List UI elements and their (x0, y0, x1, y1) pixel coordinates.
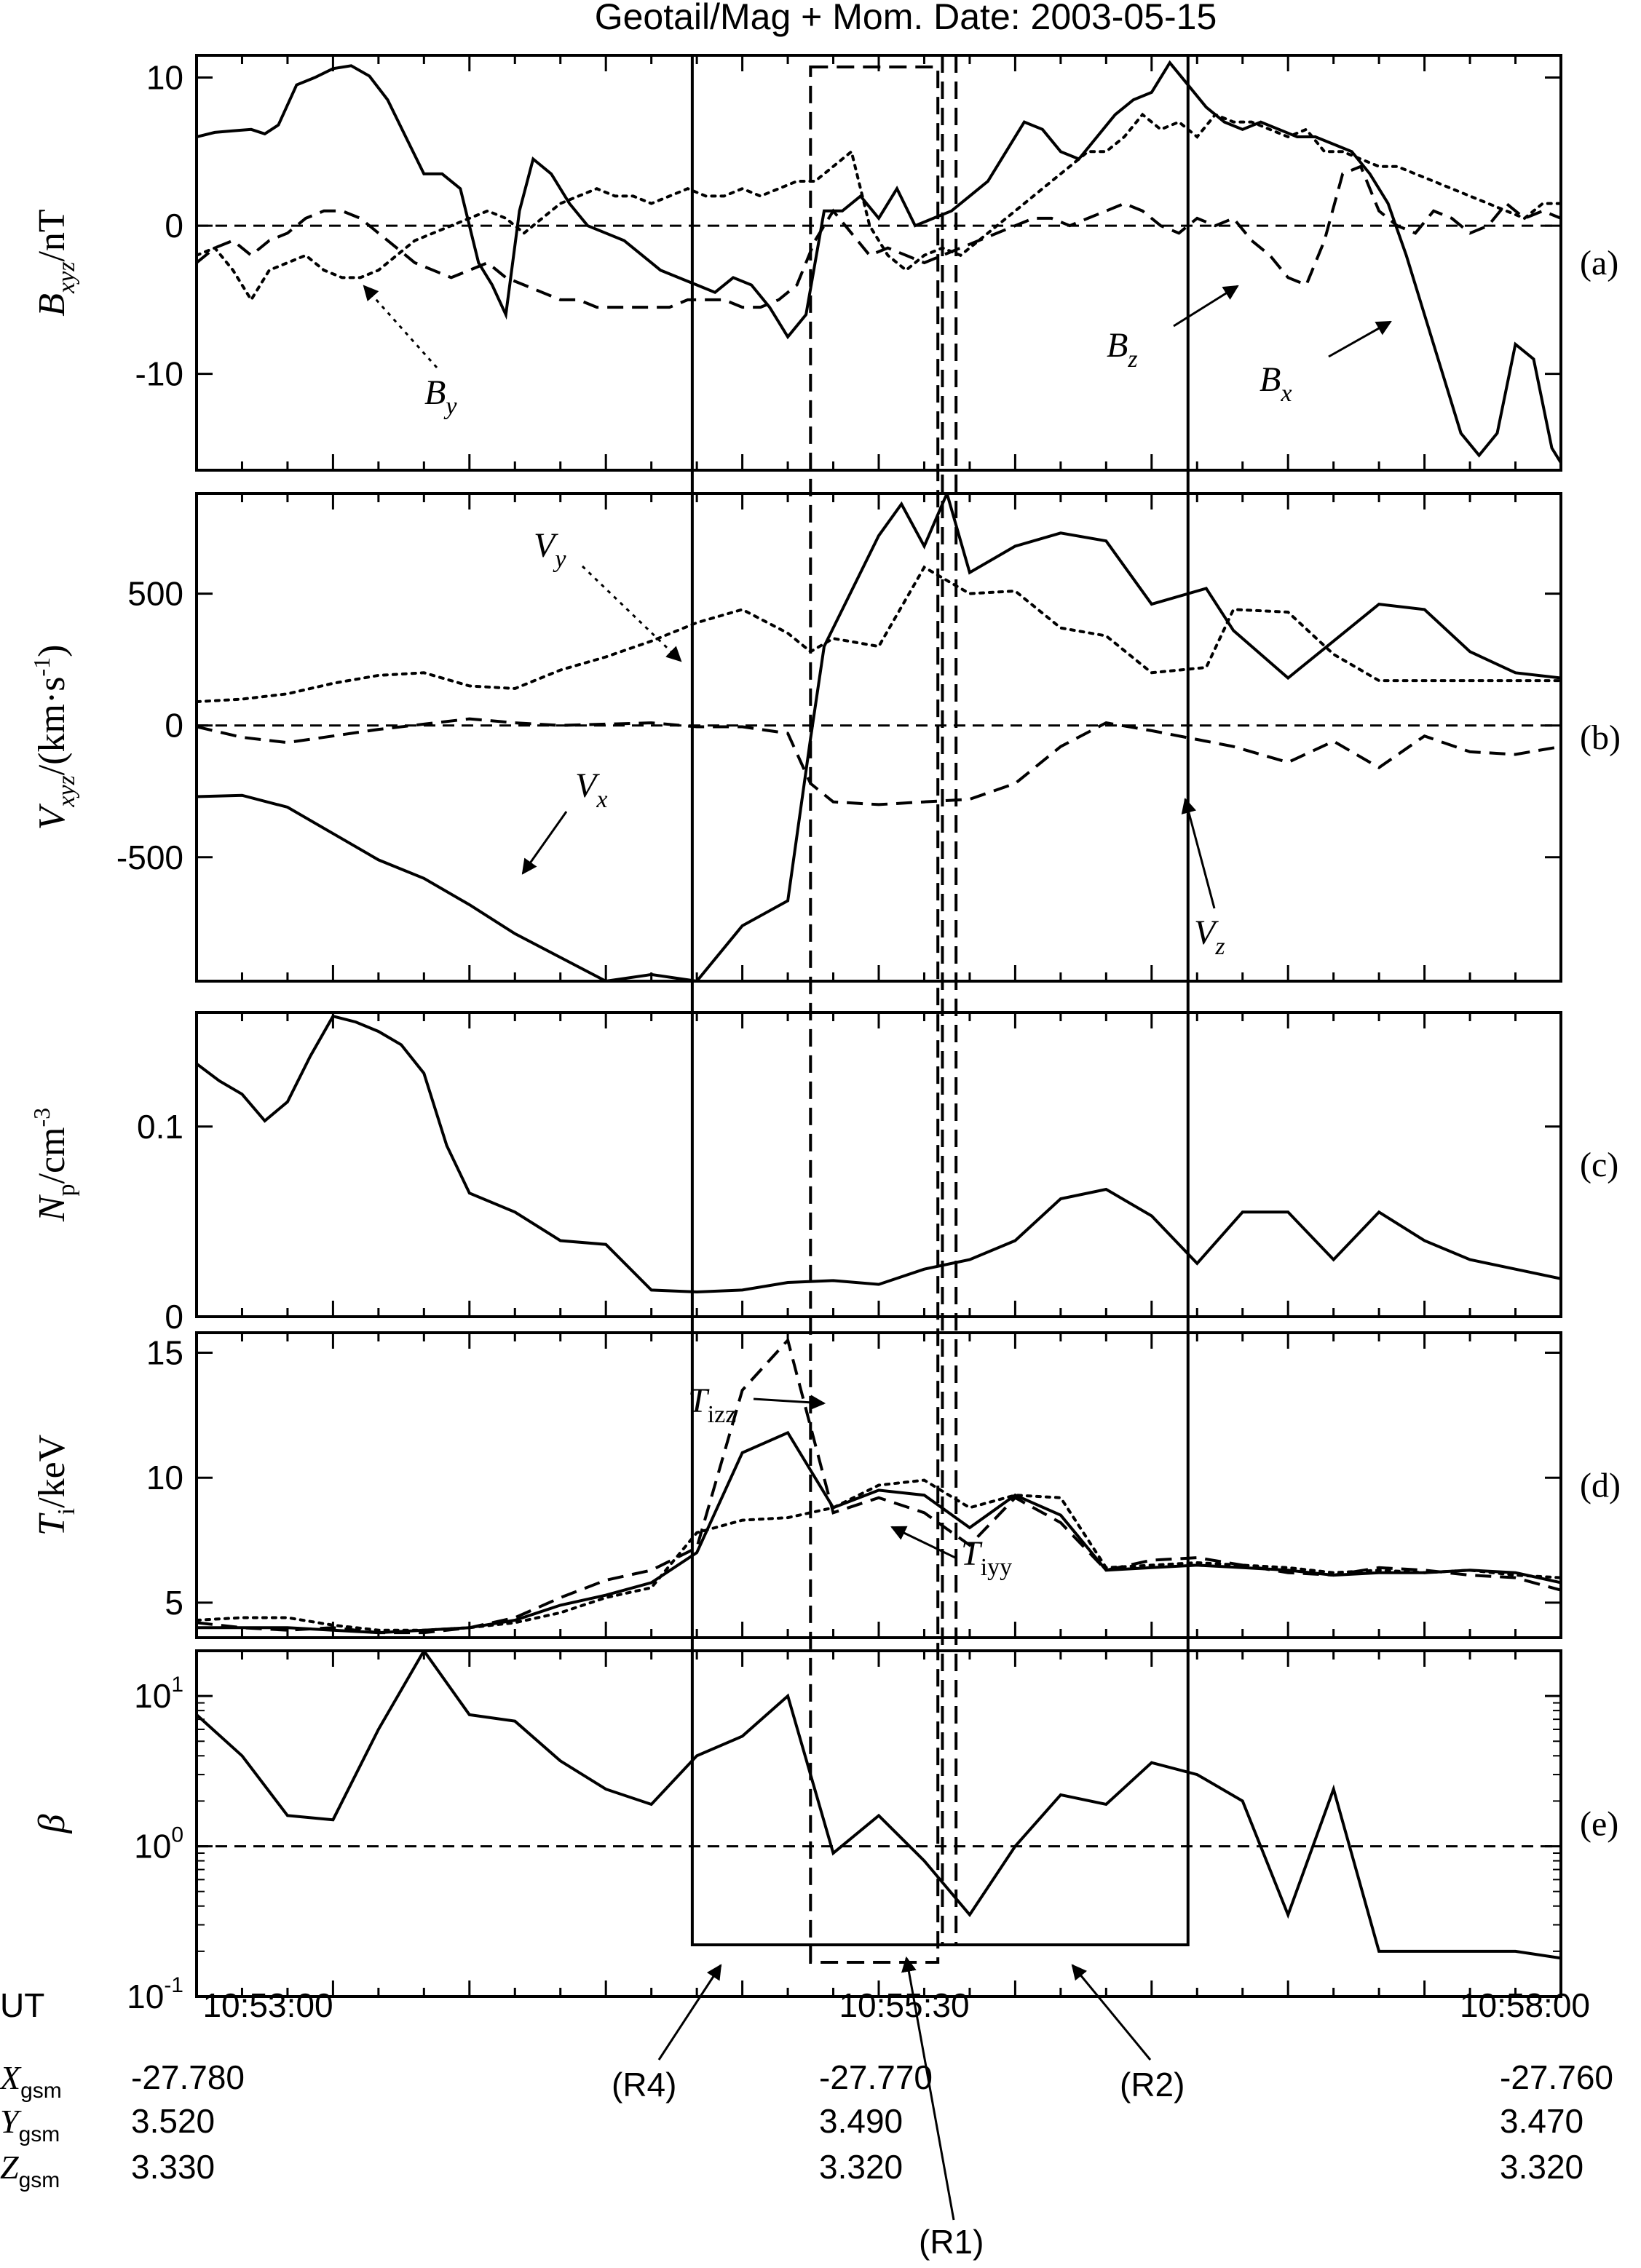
y-axis-label: Bxyz/nT (31, 209, 80, 316)
panel-label: (b) (1580, 718, 1621, 757)
annotation-label-vz: Vz (1194, 913, 1225, 960)
coord-value: -27.760 (1500, 2058, 1613, 2096)
ut-tick-label: 10:58:00 (1460, 1986, 1590, 2024)
y-axis-label: Np/cm-3 (28, 1108, 80, 1222)
y-tick-label: -10 (135, 355, 183, 393)
y-tick-label: 10-1 (127, 1973, 183, 2015)
annotation-label-tiyy: Tiyy (961, 1534, 1012, 1581)
region-label: (R1) (919, 2223, 984, 2261)
coord-value: 3.490 (819, 2102, 903, 2140)
series-tizz (197, 1337, 1561, 1635)
annotation-label-bx: Bx (1260, 360, 1292, 407)
coord-value: -27.770 (819, 2058, 933, 2096)
annotation-arrow (1181, 797, 1216, 909)
y-tick-label: 10 (146, 59, 183, 97)
panel-label: (d) (1580, 1467, 1621, 1505)
panels: 100-10(a)Bxyz/nT5000-500(b)Vxyz/(km·s-1)… (28, 54, 1621, 2015)
panel-frame (195, 54, 1562, 472)
region-arrow (1071, 1964, 1152, 2061)
annotation-arrow (363, 285, 438, 368)
series-by (197, 112, 1561, 303)
y-axis-label: Vxyz/(km·s-1) (28, 645, 80, 830)
series-vx (197, 493, 1561, 981)
coord-value: 3.470 (1500, 2102, 1583, 2140)
annotation-label-bz: Bz (1107, 326, 1138, 373)
panel-d: 15 10 5 (d) Ti/keV (31, 1331, 1621, 1639)
y-tick-label: 101 (134, 1673, 183, 1715)
panel-e: 101 100 10-1 (e) β (31, 1649, 1618, 2015)
panel-frame (195, 1331, 1562, 1639)
y-tick-label: 5 (165, 1584, 183, 1622)
annotation-label-by: By (424, 373, 457, 420)
figure-title: Geotail/Mag + Mom. Date: 2003-05-15 (595, 0, 1217, 37)
annotations: By Bz Bx Vy Vx Vz Tizz Tiyy (363, 285, 1392, 1581)
panel-a: 10 0 -10 (a) Bxyz/nT (31, 54, 1618, 472)
annotation-label-vy: Vy (534, 526, 566, 573)
series-np (197, 1014, 1561, 1294)
y-tick-label: 0 (165, 707, 183, 745)
panel-label: (a) (1580, 244, 1618, 282)
panel-label: (e) (1580, 1805, 1618, 1844)
y-axis-label: β (31, 1814, 73, 1833)
region-arrow (657, 1964, 722, 2061)
coord-label-z: Zgsm (0, 2149, 60, 2192)
ut-tick-label: 10:55:30 (839, 1986, 969, 2024)
y-tick-label: 15 (146, 1333, 183, 1371)
series-bx (197, 60, 1561, 464)
coord-label-y: Ygsm (0, 2103, 60, 2146)
annotation-arrow (890, 1526, 956, 1559)
ut-tick-label: 10:53:00 (202, 1986, 333, 2024)
annotation-label-vx: Vx (575, 766, 607, 813)
annotation-arrow (581, 565, 682, 662)
region-arrow (901, 1956, 955, 2221)
region-boxes (690, 54, 1190, 1964)
panel-frame (195, 492, 1562, 983)
coord-value: 3.330 (131, 2148, 215, 2186)
coord-label-x: Xgsm (0, 2059, 62, 2103)
coord-value: 3.320 (1500, 2148, 1583, 2186)
footer: UT 10:53:00 10:55:30 10:58:00 Xgsm -27.780 -27… (0, 1956, 1613, 2261)
coord-value: 3.320 (819, 2148, 903, 2186)
panel-frame (195, 1011, 1562, 1318)
panel-c: 0.1 0 (c) Np/cm-3 (28, 1011, 1618, 1336)
annotation-label-tizz: Tizz (688, 1381, 736, 1428)
series-bz (197, 164, 1561, 309)
series-vz (197, 717, 1561, 806)
panel-label: (c) (1580, 1146, 1618, 1184)
series-beta (197, 1651, 1561, 1960)
annotation-arrow (1328, 320, 1392, 358)
annotation-arrow (1173, 285, 1239, 328)
series-ti (197, 1430, 1561, 1635)
region-label: (R4) (612, 2066, 676, 2104)
y-tick-label: 0.1 (137, 1108, 183, 1146)
y-axis-label: Ti/keV (31, 1435, 80, 1536)
y-tick-label: 0 (165, 207, 183, 245)
annotation-arrow (521, 811, 568, 875)
series-vy (197, 565, 1561, 704)
region-r4-box (690, 54, 1190, 1946)
coord-value: 3.520 (131, 2102, 215, 2140)
series-tiyy (197, 1478, 1561, 1632)
y-tick-label: -500 (116, 838, 183, 876)
annotation-arrow (753, 1395, 826, 1411)
y-tick-label: 100 (134, 1823, 183, 1865)
panel-b: 500 0 -500 (b) Vxyz/(km·s-1) (28, 492, 1621, 983)
ut-label: UT (0, 1986, 44, 2024)
y-tick-label: 500 (127, 575, 183, 613)
region-label: (R2) (1120, 2066, 1185, 2104)
coord-value: -27.780 (131, 2058, 245, 2096)
y-tick-label: 10 (146, 1459, 183, 1496)
panel-frame (195, 1649, 1562, 1998)
y-tick-label: 0 (165, 1298, 183, 1336)
region-r1-box (809, 66, 940, 1964)
